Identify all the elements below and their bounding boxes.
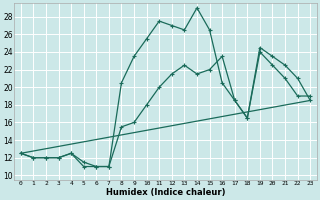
X-axis label: Humidex (Indice chaleur): Humidex (Indice chaleur) [106, 188, 225, 197]
